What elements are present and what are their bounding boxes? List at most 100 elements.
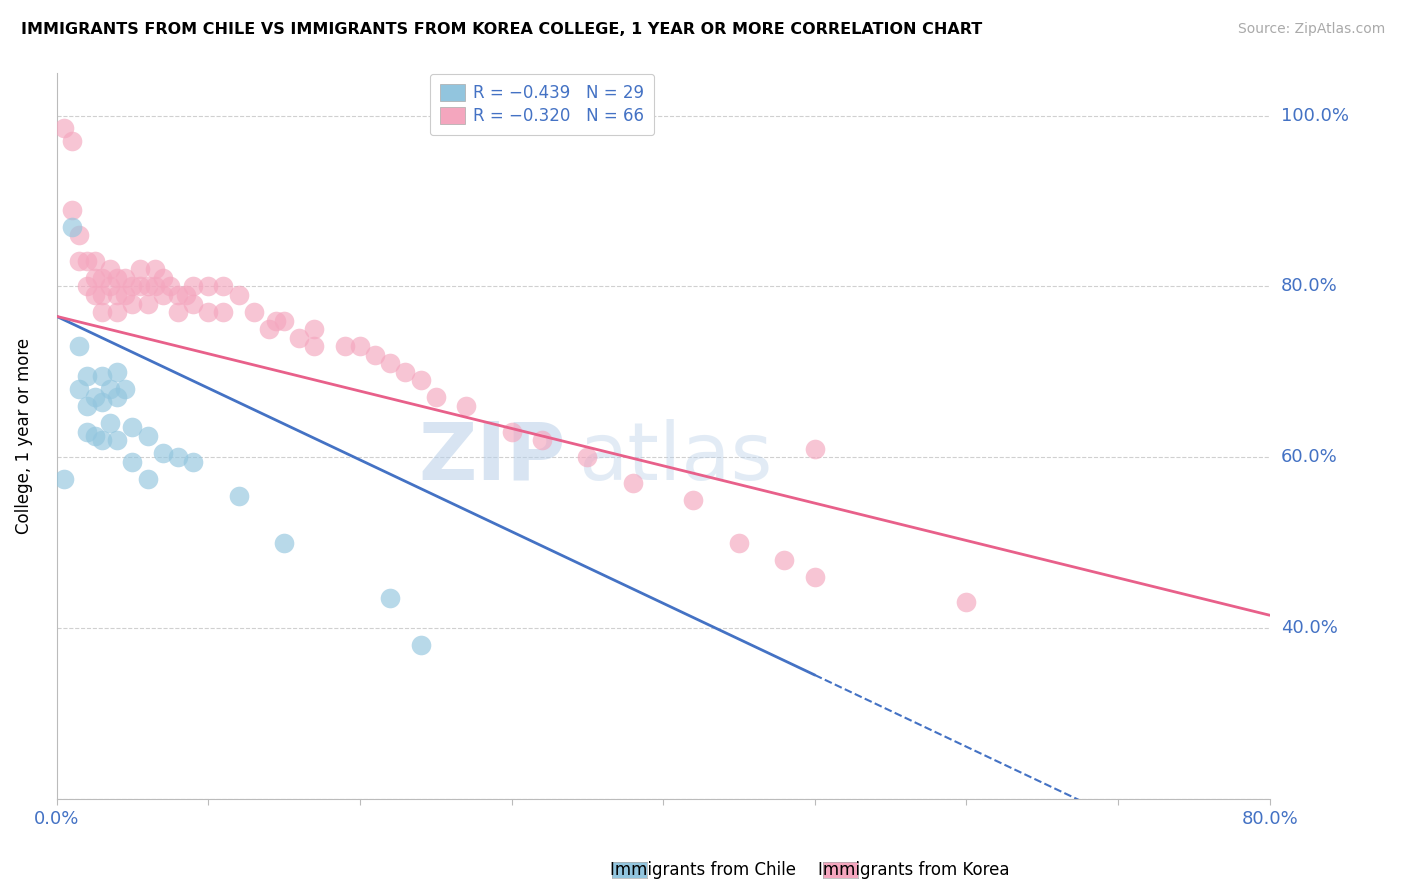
- Point: [143, 262, 166, 277]
- Point: [682, 492, 704, 507]
- Point: [804, 442, 827, 456]
- Text: Source: ZipAtlas.com: Source: ZipAtlas.com: [1237, 22, 1385, 37]
- Point: [257, 322, 280, 336]
- Text: Immigrants from Chile: Immigrants from Chile: [610, 861, 796, 879]
- Point: [60, 219, 83, 234]
- Point: [228, 489, 250, 503]
- Point: [181, 454, 204, 468]
- Text: atlas: atlas: [578, 418, 773, 497]
- Point: [91, 305, 114, 319]
- Point: [76, 399, 98, 413]
- Point: [409, 373, 432, 387]
- Point: [83, 429, 105, 443]
- Point: [152, 271, 174, 285]
- Point: [121, 279, 143, 293]
- Point: [121, 296, 143, 310]
- Point: [409, 638, 432, 652]
- Point: [98, 262, 121, 277]
- Point: [129, 262, 152, 277]
- Text: 100.0%: 100.0%: [1281, 107, 1348, 125]
- Point: [197, 279, 219, 293]
- Point: [197, 305, 219, 319]
- Point: [76, 369, 98, 384]
- Text: IMMIGRANTS FROM CHILE VS IMMIGRANTS FROM KOREA COLLEGE, 1 YEAR OR MORE CORRELATI: IMMIGRANTS FROM CHILE VS IMMIGRANTS FROM…: [21, 22, 983, 37]
- Point: [266, 313, 288, 327]
- Point: [105, 433, 128, 447]
- Point: [91, 433, 114, 447]
- Legend: R = −0.439   N = 29, R = −0.320   N = 66: R = −0.439 N = 29, R = −0.320 N = 66: [430, 74, 654, 136]
- Point: [60, 202, 83, 217]
- Point: [380, 356, 402, 370]
- Point: [91, 271, 114, 285]
- Point: [67, 253, 90, 268]
- Text: 80.0%: 80.0%: [1281, 277, 1337, 295]
- Point: [67, 228, 90, 243]
- Point: [425, 391, 447, 405]
- Point: [773, 552, 796, 566]
- Point: [83, 288, 105, 302]
- Point: [83, 253, 105, 268]
- Point: [242, 305, 264, 319]
- Point: [105, 391, 128, 405]
- Point: [501, 425, 523, 439]
- Point: [333, 339, 356, 353]
- Point: [114, 271, 136, 285]
- Text: Immigrants from Korea: Immigrants from Korea: [818, 861, 1010, 879]
- Point: [105, 305, 128, 319]
- Point: [364, 348, 387, 362]
- Point: [304, 339, 326, 353]
- Point: [955, 595, 977, 609]
- Text: ZIP: ZIP: [419, 418, 567, 497]
- Point: [143, 279, 166, 293]
- Point: [76, 253, 98, 268]
- Point: [136, 296, 159, 310]
- Point: [152, 288, 174, 302]
- Point: [53, 472, 76, 486]
- Point: [67, 339, 90, 353]
- Text: 40.0%: 40.0%: [1281, 619, 1337, 637]
- Point: [728, 535, 751, 549]
- Point: [114, 288, 136, 302]
- Y-axis label: College, 1 year or more: College, 1 year or more: [15, 338, 32, 534]
- Point: [76, 425, 98, 439]
- Point: [136, 472, 159, 486]
- Point: [121, 454, 143, 468]
- Point: [83, 271, 105, 285]
- Point: [136, 279, 159, 293]
- Point: [60, 134, 83, 148]
- Point: [76, 279, 98, 293]
- Point: [91, 369, 114, 384]
- Point: [167, 288, 190, 302]
- Point: [159, 279, 181, 293]
- Point: [174, 288, 197, 302]
- Point: [129, 279, 152, 293]
- Point: [394, 365, 416, 379]
- Point: [273, 313, 295, 327]
- Point: [105, 288, 128, 302]
- Point: [91, 394, 114, 409]
- Text: 60.0%: 60.0%: [1281, 449, 1337, 467]
- Point: [228, 288, 250, 302]
- Point: [273, 535, 295, 549]
- Point: [212, 305, 235, 319]
- Point: [804, 570, 827, 584]
- Point: [167, 305, 190, 319]
- Point: [181, 279, 204, 293]
- Point: [380, 591, 402, 606]
- Point: [121, 420, 143, 434]
- Point: [98, 382, 121, 396]
- Point: [530, 433, 553, 447]
- Point: [304, 322, 326, 336]
- Point: [454, 399, 477, 413]
- Point: [621, 475, 644, 490]
- Point: [576, 450, 599, 465]
- Point: [167, 450, 190, 465]
- Point: [91, 288, 114, 302]
- Point: [105, 271, 128, 285]
- Point: [349, 339, 371, 353]
- Point: [114, 382, 136, 396]
- Point: [83, 391, 105, 405]
- Point: [212, 279, 235, 293]
- Point: [53, 121, 76, 136]
- Point: [105, 365, 128, 379]
